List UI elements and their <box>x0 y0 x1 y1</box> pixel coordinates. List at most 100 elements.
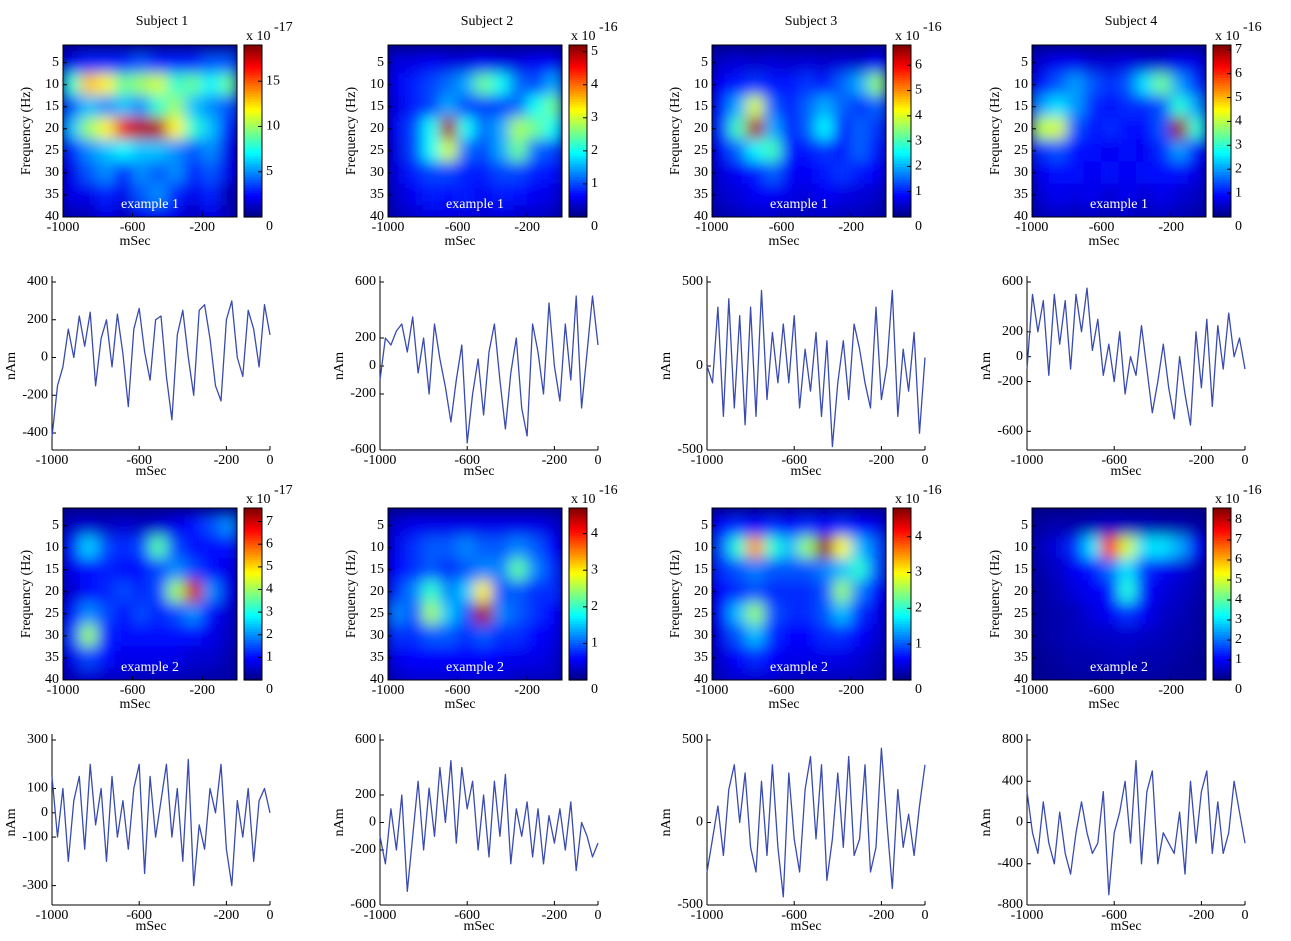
colorbar-segment <box>569 74 587 78</box>
colorbar-segment <box>569 508 587 512</box>
colorbar-segment <box>569 545 587 549</box>
heatmap <box>712 45 886 217</box>
heatmap-cell <box>1083 117 1103 141</box>
y-tick-label: -200 <box>22 387 48 402</box>
x-axis-label: mSec <box>444 697 475 712</box>
colorbar-segment <box>1213 179 1231 183</box>
heatmap-cell <box>833 668 852 680</box>
heatmap-cell <box>201 646 221 670</box>
heatmap-cell <box>219 624 237 648</box>
colorbar-segment <box>1213 69 1231 73</box>
heatmap-cell <box>781 51 800 75</box>
colorbar-segment <box>893 591 911 595</box>
heatmap-cell <box>79 668 99 680</box>
colorbar-segment <box>1213 208 1231 213</box>
colorbar-segment <box>1213 120 1231 124</box>
heatmap-cell <box>457 624 476 648</box>
annotation: example 1 <box>770 197 828 212</box>
colorbar-segment <box>893 106 911 111</box>
colorbar-segment <box>244 524 262 528</box>
heatmap-cells <box>63 51 237 217</box>
y-tick-label: 300 <box>27 732 48 747</box>
colorbar-segment <box>893 620 911 625</box>
y-tick-label: 200 <box>27 312 48 327</box>
colorbar-segment <box>1213 542 1231 547</box>
heatmap-cell <box>491 51 511 75</box>
heatmap-cell <box>422 646 441 670</box>
colorbar-segment <box>893 561 911 566</box>
colorbar-segment <box>244 596 262 600</box>
y-tick-label: -300 <box>22 878 48 893</box>
heatmap-cell <box>544 514 562 538</box>
colorbar-segment <box>1213 77 1231 81</box>
colorbar-segment <box>893 133 911 137</box>
colorbar-segment <box>1213 206 1231 210</box>
colorbar-segment <box>569 607 587 611</box>
heatmap-cell <box>781 646 800 670</box>
colorbar-segment <box>244 214 262 218</box>
colorbar-segment <box>569 69 587 73</box>
heatmap-cell <box>763 183 783 207</box>
heatmap-cell <box>763 95 783 119</box>
y-tick-label: 500 <box>682 274 703 289</box>
heatmap-cell <box>746 624 765 648</box>
colorbar-segment <box>893 90 911 94</box>
colorbar-segment <box>244 58 262 62</box>
colorbar-segment <box>1213 112 1231 116</box>
colorbar-segment <box>244 513 262 517</box>
colorbar-segment <box>1213 45 1231 49</box>
heatmap-cell <box>1048 514 1068 538</box>
heatmap-cell <box>746 602 765 626</box>
heatmap-cell <box>1101 536 1120 560</box>
colorbar-tick-label: 2 <box>1235 632 1242 647</box>
colorbar-segment <box>244 93 262 97</box>
heatmap-cell <box>404 536 424 560</box>
colorbar-segment <box>244 117 262 121</box>
colorbar-segment <box>893 650 911 654</box>
heatmap-cell <box>201 558 221 582</box>
heatmap-cell <box>166 514 186 538</box>
colorbar-segment <box>244 139 262 143</box>
colorbar-segment <box>893 200 911 205</box>
heatmap-cell <box>219 117 237 141</box>
heatmap-cell <box>815 558 835 582</box>
colorbar-segment <box>569 139 587 143</box>
colorbar-segment <box>893 109 911 113</box>
heatmap-cell <box>544 73 562 97</box>
heatmap-cell <box>404 624 424 648</box>
heatmap-cell <box>1083 139 1103 163</box>
y-tick-label: 25 <box>694 606 708 621</box>
signal-line <box>51 300 271 437</box>
colorbar-segment <box>1213 198 1231 202</box>
heatmap-cell <box>509 139 528 163</box>
colorbar-segment <box>569 580 587 584</box>
colorbar-segment <box>244 165 262 170</box>
heatmap-cell <box>1188 646 1206 670</box>
x-tick-label: 0 <box>595 908 602 923</box>
colorbar-segment <box>893 74 911 78</box>
heatmap-cell <box>439 646 459 670</box>
heatmap-cell <box>184 117 203 141</box>
colorbar-segment <box>1213 98 1231 103</box>
x-tick-label: -1000 <box>372 683 405 698</box>
y-tick-label: 800 <box>1002 732 1023 747</box>
colorbar-segment <box>244 211 262 215</box>
y-tick-label: 35 <box>694 650 708 665</box>
heatmap-cell <box>781 117 800 141</box>
colorbar-segment <box>569 112 587 116</box>
colorbar-segment <box>569 71 587 76</box>
heatmap-cell <box>815 139 835 163</box>
y-tick-label: 20 <box>1014 584 1028 599</box>
heatmap-cell <box>1066 668 1085 680</box>
heatmap-cell <box>201 536 221 560</box>
heatmap-cell <box>491 117 511 141</box>
colorbar-tick-label: 2 <box>591 143 598 158</box>
colorbar-segment <box>244 53 262 57</box>
colorbar-segment <box>893 61 911 65</box>
colorbar-segment <box>1213 669 1231 673</box>
colorbar-segment <box>244 114 262 119</box>
heatmap-cell <box>1032 183 1050 207</box>
y-tick-label: 0 <box>41 805 48 820</box>
heatmap-cell <box>1135 580 1155 604</box>
colorbar-segment <box>244 112 262 116</box>
